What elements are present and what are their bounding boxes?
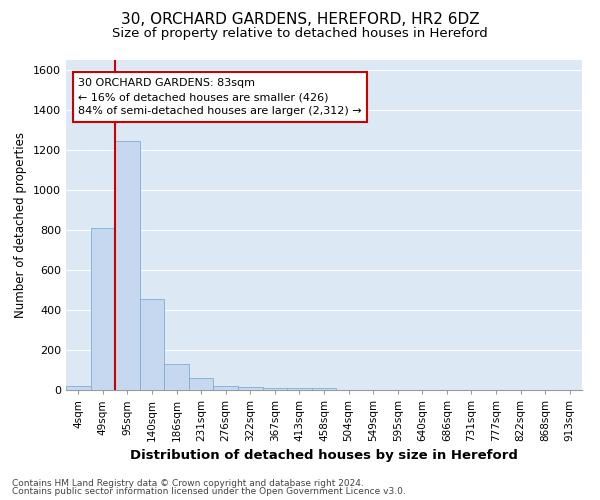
- Bar: [115, 141, 140, 390]
- Bar: [164, 364, 189, 390]
- Text: Size of property relative to detached houses in Hereford: Size of property relative to detached ho…: [112, 28, 488, 40]
- X-axis label: Distribution of detached houses by size in Hereford: Distribution of detached houses by size …: [130, 450, 518, 462]
- Bar: [66, 386, 91, 390]
- Text: 30, ORCHARD GARDENS, HEREFORD, HR2 6DZ: 30, ORCHARD GARDENS, HEREFORD, HR2 6DZ: [121, 12, 479, 28]
- Bar: [140, 299, 164, 390]
- Text: Contains HM Land Registry data © Crown copyright and database right 2024.: Contains HM Land Registry data © Crown c…: [12, 478, 364, 488]
- Y-axis label: Number of detached properties: Number of detached properties: [14, 132, 28, 318]
- Bar: [189, 378, 214, 390]
- Text: Contains public sector information licensed under the Open Government Licence v3: Contains public sector information licen…: [12, 487, 406, 496]
- Bar: [287, 388, 312, 390]
- Bar: [214, 386, 238, 390]
- Bar: [312, 388, 336, 390]
- Bar: [263, 388, 287, 390]
- Text: 30 ORCHARD GARDENS: 83sqm
← 16% of detached houses are smaller (426)
84% of semi: 30 ORCHARD GARDENS: 83sqm ← 16% of detac…: [78, 78, 362, 116]
- Bar: [238, 387, 263, 390]
- Bar: [91, 228, 115, 390]
